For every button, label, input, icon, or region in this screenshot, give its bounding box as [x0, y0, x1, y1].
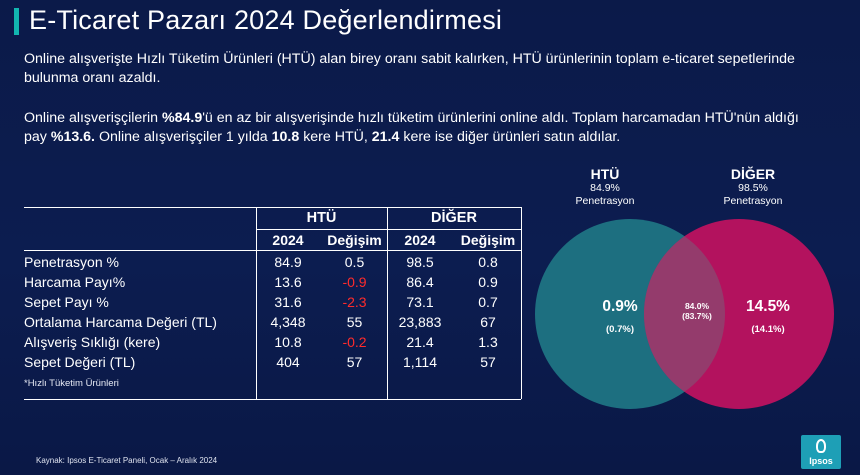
table-cell-diger: 23,883 [398, 314, 442, 330]
table-cell-diger: 86.4 [406, 274, 434, 290]
table-bottom-rule [24, 399, 521, 400]
table-cell-htu-change: 55 [346, 314, 363, 330]
table-cell-diger-change: 0.8 [478, 254, 498, 270]
para2-text-5: kere ise diğer ürünleri satın aldılar. [399, 129, 621, 145]
ipsos-logo-text: Ipsos [809, 456, 833, 466]
table-cell-diger: 21.4 [406, 334, 434, 350]
table-column-header: 2024 Değişim 2024 Değişim [24, 231, 521, 250]
para2-text-2: 'ü en az bir alışverişinde hızlı tüketim… [24, 110, 799, 145]
table-cell-diger: 1,114 [403, 354, 437, 370]
venn-diger-value: 98.5% [738, 182, 768, 194]
venn-diger-header: DİĞER 98.5% Penetrasyon [708, 166, 798, 208]
venn-right-only-value: 14.5% [746, 298, 790, 315]
table-cell-label: Sepet Değeri (TL) [24, 354, 136, 370]
para2-text-4: kere HTÜ, [299, 129, 372, 145]
table-cell-diger: 73.1 [406, 294, 434, 310]
table-cell-label: Penetrasyon % [24, 254, 119, 270]
para2-text-1: Online alışverişçilerin [24, 110, 162, 126]
ipsos-logo-mark [816, 439, 826, 453]
venn-htu-header: HTÜ 84.9% Penetrasyon [575, 166, 635, 208]
table-cell-diger-change: 1.3 [478, 334, 498, 350]
venn-right-only: 14.5% (14.1%) [733, 298, 803, 335]
table-row: Sepet Değeri (TL) 404 57 1,114 57 [24, 353, 521, 372]
table-cell-htu-change: -0.2 [342, 334, 367, 350]
table-row: Penetrasyon % 84.9 0.5 98.5 0.8 [24, 253, 521, 272]
summary-paragraph-1: Online alışverişte Hızlı Tüketim Ürünler… [24, 51, 795, 86]
table-cell-diger-change: 0.9 [478, 274, 498, 290]
venn-right-only-prev: (14.1%) [751, 324, 785, 335]
table-cell-htu: 10.8 [274, 334, 302, 350]
table-header-bottom-rule [24, 250, 521, 251]
table-cell-htu-change: -0.9 [342, 274, 367, 290]
table-cell-htu: 4,348 [270, 314, 306, 330]
para2-bold-2: %13.6. [50, 129, 95, 145]
col-htu-change: Değişim [327, 232, 382, 248]
table-group-header: HTÜ DİĞER [24, 209, 521, 228]
table-cell-htu: 31.6 [274, 294, 302, 310]
venn-diger-sub: Penetrasyon [723, 195, 783, 207]
venn-left-only: 0.9% (0.7%) [585, 298, 655, 335]
table-cell-label: Ortalama Harcama Değeri (TL) [24, 314, 217, 330]
table-top-rule [24, 207, 521, 208]
table-cell-label: Harcama Payı% [24, 274, 126, 290]
table-divider-1 [256, 207, 257, 399]
para2-bold-1: %84.9 [161, 110, 203, 126]
venn-htu-value: 84.9% [590, 182, 620, 194]
table-cell-diger: 98.5 [406, 254, 434, 270]
venn-left-only-prev: (0.7%) [606, 324, 634, 335]
table-cell-diger-change: 57 [480, 354, 496, 370]
col-diger-change: Değişim [460, 232, 516, 248]
table-cell-htu-change: 0.5 [344, 254, 365, 270]
table-row: Sepet Payı % 31.6 -2.3 73.1 0.7 [24, 293, 521, 312]
para2-bold-4: 21.4 [371, 129, 400, 145]
table-cell-label: Alışveriş Sıklığı (kere) [24, 334, 161, 350]
table-cell-label: Sepet Payı % [24, 294, 109, 310]
venn-overlap-prev: (83.7%) [682, 311, 712, 321]
col-diger-year: 2024 [404, 232, 436, 248]
source-note: Kaynak: Ipsos E-Ticaret Paneli, Ocak – A… [36, 456, 218, 465]
para2-text-3: Online alışverişçiler 1 yılda [95, 129, 272, 145]
group-header-diger: DİĞER [431, 210, 477, 226]
table-row: Ortalama Harcama Değeri (TL) 4,348 55 23,88… [24, 313, 521, 332]
table-cell-htu: 84.9 [274, 254, 302, 270]
table-cell-diger-change: 0.7 [478, 294, 498, 310]
venn-htu-sub: Penetrasyon [575, 195, 635, 207]
table-row: Alışveriş Sıklığı (kere) 10.8 -0.2 21.4 1.3 [24, 333, 521, 352]
table-divider-3 [521, 207, 522, 399]
venn-overlap-value: 84.0% [684, 301, 710, 311]
table-cell-diger-change: 67 [480, 314, 496, 330]
table-cell-htu-change: 57 [346, 354, 363, 370]
table-cell-htu-change: -2.3 [342, 294, 367, 310]
summary-paragraph-2: Online alışverişçilerin %84.9'ü en az bi… [24, 109, 814, 147]
venn-diger-title: DİĞER [730, 166, 776, 182]
table-cell-htu: 13.6 [274, 274, 302, 290]
venn-htu-title: HTÜ [590, 166, 620, 182]
page-title: E-Ticaret Pazarı 2024 Değerlendirmesi [29, 5, 503, 35]
table-divider-2 [387, 207, 388, 399]
venn-diagram [535, 219, 834, 409]
venn-overlap-region [644, 236, 725, 392]
table-header-rule [256, 229, 521, 230]
ipsos-logo: Ipsos [801, 435, 841, 469]
table-row: Harcama Payı% 13.6 -0.9 86.4 0.9 [24, 273, 521, 292]
col-htu-year: 2024 [272, 232, 304, 248]
table-footnote: *Hızlı Tüketim Ürünleri [24, 378, 119, 389]
table-cell-htu: 404 [276, 354, 300, 370]
group-header-htu: HTÜ [306, 210, 337, 226]
venn-overlap: 84.0% (83.7%) [672, 301, 722, 321]
para2-bold-3: 10.8 [271, 129, 300, 145]
title-accent-bar [14, 8, 19, 35]
venn-left-only-value: 0.9% [602, 298, 638, 315]
